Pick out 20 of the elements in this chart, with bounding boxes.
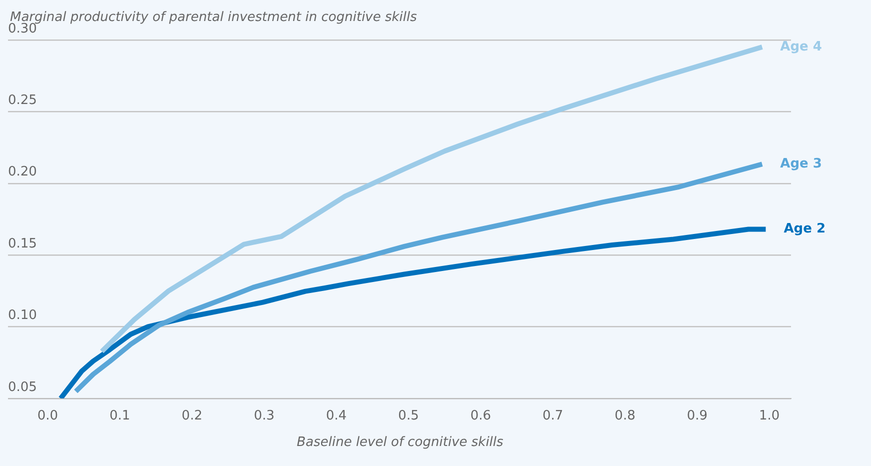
y-tick-label: 0.25 (8, 93, 37, 108)
y-tick-label: 0.10 (8, 308, 37, 324)
x-tick-label: 0.0 (37, 408, 58, 424)
x-tick-label: 0.6 (470, 408, 492, 424)
x-tick-label: 0.7 (542, 408, 564, 424)
x-tick-label: 0.3 (254, 408, 275, 424)
y-tick-label: 0.20 (8, 164, 37, 180)
x-tick-label: 0.1 (110, 408, 130, 424)
y-tick-label: 0.15 (8, 236, 37, 252)
x-axis-title: Baseline level of cognitive skills (296, 435, 504, 450)
x-tick-label: 0.4 (326, 408, 347, 424)
x-tick-label: 0.8 (614, 408, 636, 424)
x-tick-label: 1.0 (759, 408, 780, 424)
x-tick-label: 0.2 (182, 408, 202, 424)
series-label: Age 3 (780, 156, 822, 172)
x-tick-label: 0.5 (398, 408, 419, 424)
series-label: Age 2 (784, 222, 826, 237)
series-label: Age 4 (780, 39, 822, 54)
x-tick-label: 0.9 (686, 408, 708, 424)
y-tick-label: 0.05 (8, 380, 37, 395)
